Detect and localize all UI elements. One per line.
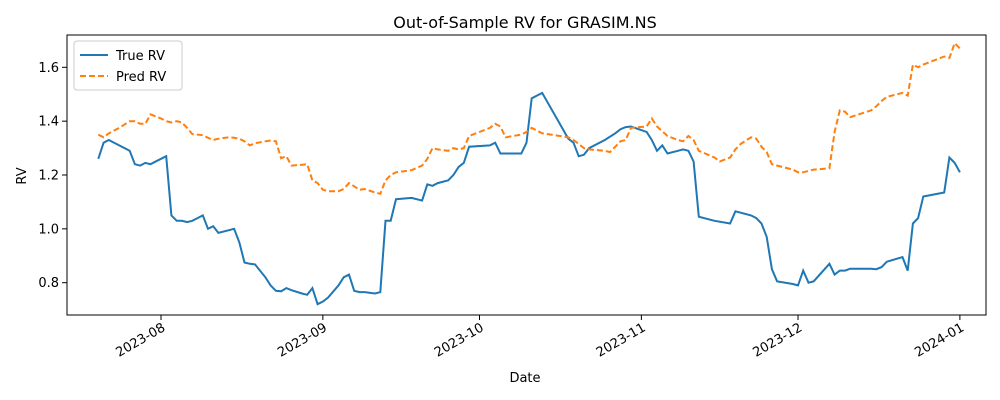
plot-area [97,41,961,306]
series-line-true-rv [97,91,961,306]
x-axis-label: Date [509,371,540,386]
legend-box [73,40,183,91]
legend-label-true-rv: True RV [115,49,165,64]
legend-label-pred-rv: Pred RV [116,70,166,85]
y-tick-label: 0.8 [38,276,59,291]
y-tick-label: 1.4 [38,115,59,130]
x-tick-label: 2023-09 [275,320,330,360]
y-tick-label: 1.0 [38,222,59,237]
x-tick-label: 2023-10 [432,320,487,360]
y-axis: 0.8 1.0 1.2 1.4 1.6 [38,61,67,291]
chart-title: Out-of-Sample RV for GRASIM.NS [393,13,657,32]
series-line-pred-rv [97,41,961,195]
y-tick-label: 1.6 [38,61,59,76]
x-tick-label: 2024-01 [912,320,967,360]
y-axis-label: RV [15,167,30,184]
x-tick-label: 2023-08 [113,320,168,360]
plot-frame [66,34,987,316]
legend: True RV Pred RV [73,40,183,91]
x-tick-label: 2023-11 [594,320,649,360]
y-tick-label: 1.2 [38,169,59,184]
x-axis: 2023-08 2023-09 2023-10 2023-11 2023-12 2024-… [113,315,967,361]
x-tick-label: 2023-12 [750,320,805,360]
